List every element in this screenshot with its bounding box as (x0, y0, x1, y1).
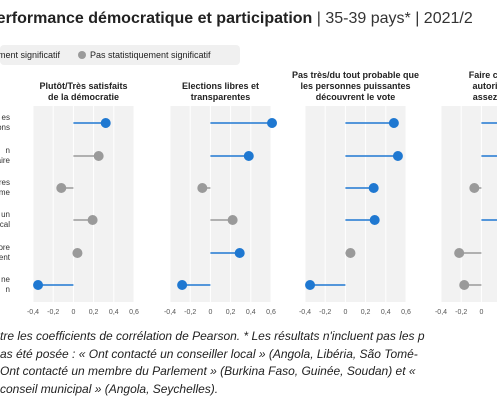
panel-background (441, 106, 497, 302)
row-label: res (0, 178, 10, 187)
x-tick-label: 0,2 (89, 309, 99, 316)
lollipop-point (305, 280, 316, 290)
row-label: ons (0, 123, 10, 132)
lollipop-point (100, 118, 111, 128)
lollipop-point (93, 151, 104, 161)
x-tick-label: 0,6 (266, 309, 276, 316)
lollipop-point (227, 215, 238, 225)
x-tick-label: -0,2 (184, 309, 196, 316)
panel-background (33, 106, 134, 302)
row-label: aire (0, 156, 11, 165)
footnote-line: Ont contacté un membre du Parlement » (B… (0, 364, 416, 378)
x-tick-label: 0,4 (381, 309, 391, 316)
panel-title: de la démocratie (48, 92, 119, 102)
lollipop-point (72, 248, 83, 258)
footnote-line: conseil municipal » (Angola, Seychelles)… (0, 381, 219, 396)
x-tick-label: 0,6 (129, 309, 139, 316)
lollipop-point (345, 248, 356, 258)
panel-title: Faire confi (469, 70, 497, 80)
panel-title: assez/be (473, 92, 497, 102)
panel-background (170, 106, 271, 302)
legend-not-significant-label: Pas statistiquement significatif (90, 50, 211, 60)
legend: ment significatif Pas statistiquement si… (0, 45, 240, 65)
lollipop-point (459, 280, 470, 290)
lollipop-point (469, 183, 480, 193)
panel-title: transparentes (191, 92, 251, 102)
lollipop-point (369, 215, 380, 225)
x-tick-label: -0,2 (455, 309, 467, 316)
legend-significant-label: ment significatif (0, 50, 61, 60)
panel-title: Pas très/du tout probable que (292, 70, 419, 80)
footnote: tre les coefficients de corrélation de P… (0, 328, 497, 398)
lollipop-point (392, 151, 403, 161)
row-label: un (1, 210, 10, 219)
x-tick-label: 0,4 (109, 309, 119, 316)
lollipop-point (388, 118, 399, 128)
x-tick-label: 0 (343, 309, 347, 316)
lollipop-point (177, 280, 188, 290)
x-tick-label: 0 (208, 309, 212, 316)
x-tick-label: -0,2 (47, 309, 59, 316)
lollipop-point (87, 215, 98, 225)
x-tick-label: -0,4 (299, 309, 311, 316)
chart-title: Performance démocratique et participatio… (0, 6, 497, 32)
x-tick-label: 0,6 (401, 309, 411, 316)
row-label: ent (0, 253, 11, 262)
row-label: ne (1, 275, 10, 284)
row-label: cal (0, 220, 10, 229)
row-label: n (6, 146, 10, 155)
chart-area: esonsnaireresmeuncaloreentnenPlutôt/Très… (0, 70, 497, 316)
x-tick-label: -0,4 (27, 309, 39, 316)
lollipop-point (368, 183, 379, 193)
lollipop-point (33, 280, 44, 290)
x-tick-label: -0,2 (319, 309, 331, 316)
row-label: me (0, 188, 11, 197)
title-separator: | (312, 10, 326, 27)
row-label: es (2, 113, 10, 122)
x-tick-label: 0,2 (361, 309, 371, 316)
panel-title: autorités (472, 81, 497, 91)
panel-title: les personnes puissantes (300, 81, 410, 91)
row-label: ore (0, 243, 11, 252)
title-countries: 35-39 pays* (325, 10, 411, 27)
footnote-line: as été posée : « Ont contacté un conseil… (0, 346, 418, 361)
lollipop-point (197, 183, 208, 193)
lollipop-point (234, 248, 245, 258)
panel-title: Elections libres et (182, 81, 259, 91)
lollipop-point (56, 183, 67, 193)
lollipop-point (243, 151, 254, 161)
panel-title: découvrent le vote (316, 92, 396, 102)
panel-background (305, 106, 406, 302)
title-years: 2021/2 (423, 10, 473, 27)
lollipop-point (267, 118, 278, 128)
row-label: n (6, 285, 10, 294)
lollipop-point (454, 248, 465, 258)
footnote-line: tre les coefficients de corrélation de P… (0, 329, 425, 343)
legend-gray-dot-icon (78, 51, 86, 59)
x-tick-label: 0 (71, 309, 75, 316)
x-tick-label: 0 (479, 309, 483, 316)
x-tick-label: 0,2 (226, 309, 236, 316)
panel-title: Plutôt/Très satisfaits (39, 81, 127, 91)
legend-not-significant: Pas statistiquement significatif (78, 45, 211, 65)
x-tick-label: -0,4 (435, 309, 447, 316)
x-tick-label: 0,4 (246, 309, 256, 316)
title-main: Performance démocratique et participatio… (0, 10, 313, 27)
x-tick-label: -0,4 (164, 309, 176, 316)
title-separator: | (410, 10, 424, 27)
